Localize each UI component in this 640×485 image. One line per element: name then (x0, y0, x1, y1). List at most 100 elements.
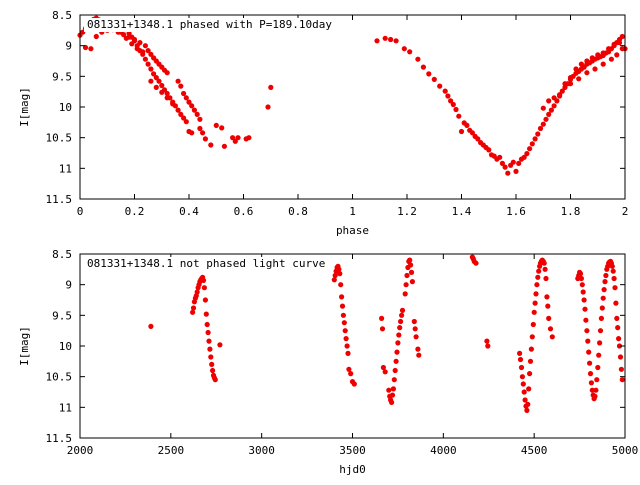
phased-x-tick-label: 0.6 (234, 205, 254, 218)
phased-x-tick-label: 1.2 (397, 205, 417, 218)
unphased-data-point (386, 387, 392, 393)
unphased-data-point (336, 266, 342, 272)
unphased-data-point (399, 312, 405, 318)
phased-data-point (189, 103, 195, 109)
unphased-data-point (597, 340, 603, 346)
phased-data-point (186, 99, 192, 105)
phased-data-point (475, 136, 481, 142)
phased-data-point (592, 66, 598, 72)
unphased-x-tick-label: 3000 (248, 444, 275, 457)
unphased-data-point (345, 350, 351, 356)
phased-data-point (202, 136, 208, 142)
unphased-data-point (618, 366, 625, 372)
unphased-data-point (340, 312, 346, 318)
unphased-data-point (617, 354, 624, 360)
phased-light-curve-chart: 0 0.2 0.4 0.6 0.8 1 1.2 1.4 1.6 1.8 2 8.5 9 9.5 10 10.5… (18, 9, 628, 237)
phased-data-point (562, 84, 568, 90)
phased-y-tick-label: 9.5 (52, 70, 72, 83)
phased-data-point (458, 128, 465, 135)
phased-data-point (197, 125, 203, 132)
phased-data-point (388, 36, 394, 43)
unphased-data-point (348, 371, 354, 377)
unphased-data-point (379, 326, 386, 332)
unphased-x-tick-label: 3500 (339, 444, 366, 457)
phased-data-point (543, 116, 549, 122)
unphased-data-point (579, 282, 585, 288)
unphased-data-point (403, 282, 409, 288)
unphased-data-point (412, 326, 418, 332)
phased-data-point (524, 151, 530, 157)
phased-data-point (516, 160, 522, 166)
phased-data-point (551, 95, 557, 101)
unphased-data-point (522, 397, 528, 403)
phased-data-point (557, 92, 563, 98)
phased-data-point (589, 55, 595, 61)
phased-data-point (191, 107, 197, 113)
phased-data-point (502, 164, 508, 170)
phased-y-tick-label: 8.5 (52, 9, 72, 22)
phased-data-point (221, 143, 227, 149)
unphased-data-point (351, 381, 357, 387)
unphased-data-point (484, 338, 490, 344)
phased-data-point (131, 36, 138, 43)
phased-data-point (505, 170, 511, 176)
unphased-data-point (389, 392, 396, 398)
unphased-data-point (531, 309, 537, 315)
phased-data-point (123, 35, 129, 41)
unphased-data-point (339, 294, 345, 300)
unphased-data-point (380, 364, 386, 371)
unphased-data-point (527, 371, 533, 377)
phased-data-point (183, 95, 189, 101)
unphased-data-point (578, 275, 585, 282)
phased-data-point (584, 70, 590, 76)
phased-data-point (235, 135, 241, 141)
unphased-data-point (530, 321, 536, 328)
phased-data-point (159, 89, 165, 95)
unphased-data-point (395, 340, 401, 346)
unphased-data-point (341, 320, 347, 326)
phased-y-tick-label: 10 (59, 101, 72, 114)
phased-data-point (420, 64, 426, 70)
unphased-data-point (521, 389, 527, 395)
unphased-data-point (201, 285, 207, 291)
unphased-data-point (611, 275, 617, 282)
unphased-data-point (209, 361, 215, 367)
unphased-data-point (396, 332, 402, 338)
unphased-data-point (190, 309, 196, 315)
unphased-data-point (600, 295, 606, 301)
unphased-data-point (532, 300, 538, 306)
unphased-data-point (526, 386, 532, 392)
unphased-data-point (598, 315, 605, 321)
phased-data-point (153, 75, 159, 81)
unphased-data-point (597, 328, 604, 334)
unphased-data-point (577, 271, 584, 277)
unphased-data-point (344, 343, 350, 349)
unphased-data-point (619, 377, 625, 383)
unphased-data-point (589, 387, 595, 393)
phased-data-point (546, 111, 552, 117)
phased-data-point (93, 33, 99, 40)
unphased-data-point (581, 297, 587, 303)
phased-data-point (407, 49, 413, 55)
phased-data-point (151, 71, 157, 77)
unphased-data-point (408, 269, 415, 275)
phased-x-tick-label: 2 (622, 205, 629, 218)
unphased-data-point (337, 271, 343, 277)
unphased-data-point (602, 279, 608, 285)
phased-data-point (464, 122, 470, 128)
phased-data-point (453, 106, 459, 113)
unphased-plot-frame (79, 253, 626, 439)
phased-data-point (510, 159, 516, 165)
unphased-data-point (594, 377, 600, 383)
phased-data-point (197, 116, 203, 122)
unphased-data-point (587, 360, 593, 366)
phased-y-axis-label: I[mag] (18, 87, 31, 127)
phased-data-point (540, 105, 546, 111)
unphased-data-point (389, 399, 395, 405)
unphased-data-point (612, 285, 618, 291)
phased-data-point (445, 93, 451, 99)
unphased-data-point (616, 343, 623, 349)
phased-data-point (164, 95, 170, 101)
phased-data-point (431, 76, 437, 82)
